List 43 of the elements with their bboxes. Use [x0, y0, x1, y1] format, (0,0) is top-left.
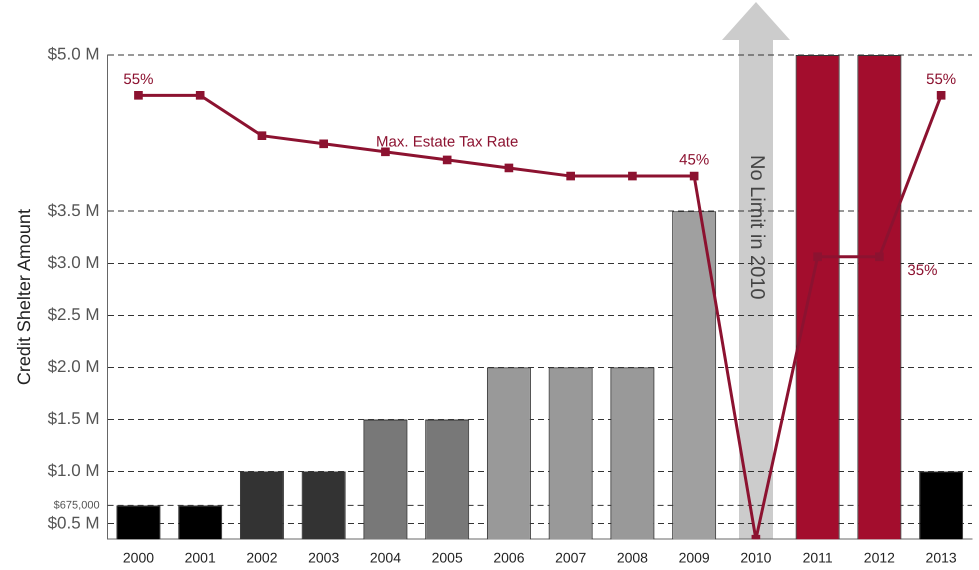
- data-label: 55%: [926, 70, 956, 88]
- point: [875, 252, 884, 262]
- point: [319, 139, 328, 148]
- x-tick-label: 2004: [370, 549, 402, 566]
- x-tick-label: 2009: [678, 549, 710, 566]
- point: [628, 172, 637, 180]
- x-tick-label: 2003: [308, 549, 340, 566]
- y-tick-label: $1.5 M: [48, 409, 100, 428]
- x-tick-label: 2008: [616, 549, 648, 566]
- point: [258, 131, 266, 140]
- x-tick-label: 2002: [246, 549, 278, 566]
- y-axis-title: Credit Shelter Amount: [14, 209, 34, 386]
- point: [134, 91, 143, 100]
- point: [442, 156, 452, 164]
- x-tick-label: 2010: [740, 549, 772, 566]
- y-tick-label: $2.5 M: [48, 305, 100, 324]
- x-tick-label: 2006: [493, 549, 525, 566]
- point: [504, 164, 514, 172]
- data-label: 55%: [123, 70, 154, 88]
- series-label: Max. Estate Tax Rate: [376, 134, 518, 151]
- y-tick-label: $0.5 M: [48, 513, 100, 532]
- x-tick-label: 2012: [864, 549, 896, 566]
- annotation: No Limit in 2010: [744, 155, 768, 300]
- point: [196, 91, 205, 100]
- x-tick-label: 2011: [802, 549, 833, 566]
- y-tick-label: $1.0 M: [48, 461, 100, 480]
- x-tick-label: 2007: [555, 549, 586, 566]
- x-tick-label: 2000: [122, 549, 154, 566]
- point: [936, 91, 946, 100]
- x-tick-label: 2013: [926, 549, 957, 566]
- point: [813, 252, 822, 262]
- ref-line-label: $675,000: [54, 499, 100, 512]
- y-tick-label: $3.5 M: [48, 200, 100, 220]
- y-tick-label: $5.0 M: [48, 44, 100, 64]
- x-tick-label: 2005: [432, 549, 463, 566]
- x-tick-label: 2001: [184, 549, 216, 566]
- y-tick-label: $2.0 M: [48, 357, 100, 376]
- point: [690, 172, 698, 180]
- y-tick-label: $3.0 M: [48, 252, 100, 272]
- point: [381, 148, 390, 156]
- data-label: 35%: [907, 262, 938, 279]
- point: [566, 172, 575, 180]
- data-label: 45%: [679, 152, 710, 169]
